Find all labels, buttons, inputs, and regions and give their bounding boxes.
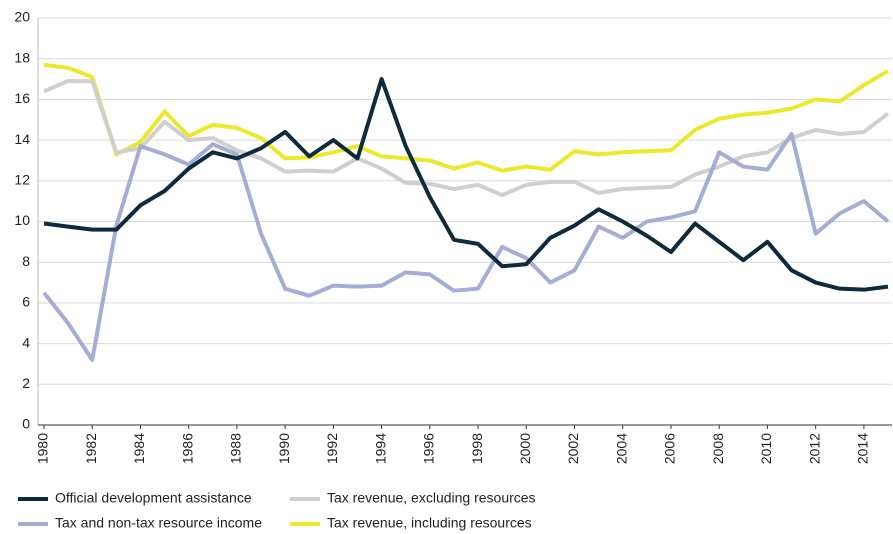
x-tick-label: 1994: [372, 433, 388, 464]
x-tick-label: 2008: [710, 433, 726, 464]
x-tick-label: 1980: [35, 433, 51, 464]
legend-label: Official development assistance: [55, 490, 252, 506]
x-tick-label: 2010: [758, 433, 774, 464]
x-tick-label: 2002: [565, 433, 581, 464]
y-tick-label: 2: [22, 375, 30, 391]
x-tick-label: 2014: [855, 433, 871, 464]
series-line: [43, 62, 890, 173]
series-line: [43, 77, 889, 292]
series-line: [42, 131, 890, 362]
y-tick-label: 4: [22, 334, 30, 350]
x-tick-label: 1990: [276, 433, 292, 464]
x-tick-label: 1998: [469, 433, 485, 464]
legend-label: Tax revenue, including resources: [327, 515, 532, 531]
x-tick-label: 1992: [324, 433, 340, 464]
x-tick-label: 2006: [662, 433, 678, 464]
x-tick-label: 1982: [83, 433, 99, 464]
x-tick-label: 1986: [179, 433, 195, 464]
legend-label: Tax revenue, excluding resources: [327, 490, 536, 506]
y-tick-label: 14: [14, 131, 30, 147]
x-tick-label: 2004: [613, 433, 629, 464]
x-tick-label: 2012: [806, 433, 822, 464]
y-tick-label: 0: [22, 416, 30, 432]
y-tick-label: 8: [22, 253, 30, 269]
y-tick-label: 16: [14, 90, 30, 106]
y-tick-label: 6: [22, 294, 30, 310]
series-line: [43, 79, 890, 198]
y-tick-label: 18: [14, 49, 30, 65]
x-tick-label: 1996: [421, 433, 437, 464]
x-tick-label: 1984: [131, 433, 147, 464]
y-tick-label: 10: [14, 212, 30, 228]
y-tick-label: 12: [14, 172, 30, 188]
x-tick-label: 2000: [517, 433, 533, 464]
y-tick-label: 20: [14, 9, 30, 25]
legend-label: Tax and non-tax resource income: [55, 515, 262, 531]
x-tick-label: 1988: [228, 433, 244, 464]
